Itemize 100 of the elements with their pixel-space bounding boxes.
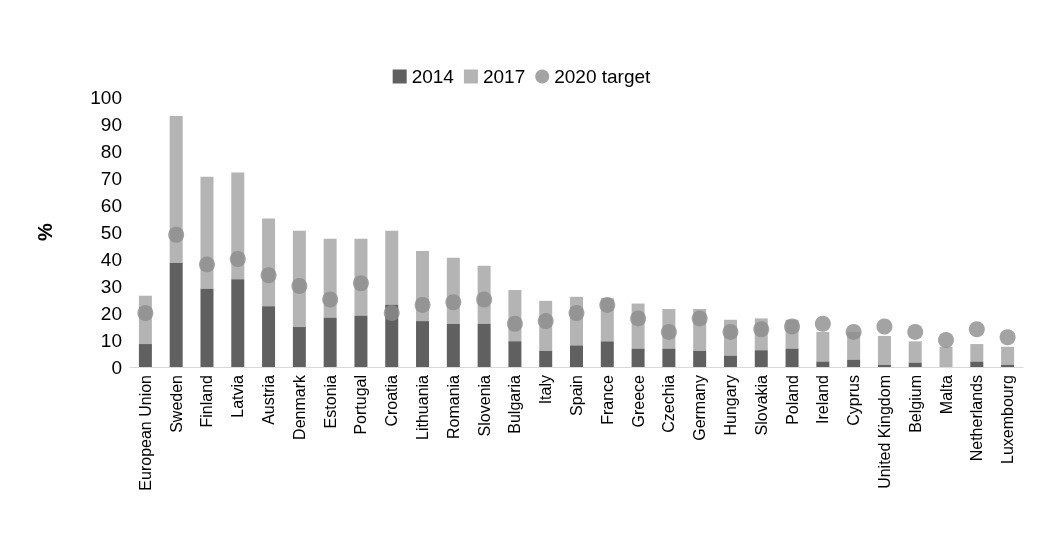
x-tick-label: Romania — [444, 374, 462, 440]
x-tick-label: Sweden — [167, 375, 185, 433]
x-tick-label: Portugal — [352, 375, 370, 435]
point — [414, 296, 431, 313]
bar — [446, 323, 460, 367]
bar — [169, 115, 183, 264]
bar — [416, 321, 430, 367]
x-tick-label: Netherlands — [968, 375, 986, 462]
x-tick-label: Luxembourg — [999, 375, 1017, 464]
x-tick-label: France — [598, 374, 616, 425]
legend-label: 2014 — [411, 66, 455, 87]
bar — [970, 361, 984, 367]
point — [630, 310, 647, 327]
y-axis-title: % — [34, 222, 56, 241]
point — [907, 323, 924, 340]
x-tick-label: Italy — [537, 375, 555, 405]
point — [137, 305, 154, 321]
x-tick-label: Austria — [260, 374, 278, 425]
x-tick-label: United Kingdom — [875, 375, 893, 489]
point — [814, 315, 831, 332]
point — [845, 323, 862, 340]
point — [445, 294, 462, 311]
y-tick-label: 40 — [100, 248, 122, 270]
bar — [816, 331, 830, 362]
legend-label: 2020 target — [554, 66, 652, 87]
legend-label: 2017 — [482, 66, 526, 87]
y-tick-label: 30 — [100, 275, 122, 297]
bar — [785, 348, 799, 367]
y-tick-label: 60 — [100, 194, 122, 216]
bar — [570, 345, 583, 367]
x-tick-label: Latvia — [229, 374, 247, 418]
point — [199, 256, 215, 273]
x-tick-label: Estonia — [321, 374, 339, 429]
point — [260, 267, 277, 284]
x-tick-label: Ireland — [814, 375, 832, 424]
bar — [600, 341, 614, 367]
point — [660, 323, 677, 340]
x-tick-label: Malta — [937, 374, 955, 415]
bar — [693, 350, 707, 367]
bar — [539, 350, 553, 367]
bar — [292, 327, 306, 367]
point — [291, 278, 308, 294]
point — [476, 291, 493, 308]
point — [599, 296, 616, 313]
point — [322, 291, 339, 308]
x-tick-label: Bulgaria — [506, 374, 524, 434]
bar — [1001, 364, 1015, 367]
bar — [1001, 346, 1015, 365]
bar — [908, 341, 922, 363]
x-tick-label: Cyprus — [845, 375, 863, 426]
y-tick-label: 70 — [100, 167, 122, 189]
bar — [200, 288, 214, 367]
point — [229, 251, 246, 267]
bar — [169, 263, 183, 367]
x-tick-label: European Union — [136, 375, 154, 491]
x-tick-label: Denmark — [290, 374, 308, 440]
bar — [508, 341, 522, 367]
bar — [354, 315, 368, 367]
point — [784, 318, 801, 335]
point — [999, 329, 1016, 346]
x-tick-label: Finland — [198, 375, 216, 428]
bar — [847, 359, 861, 367]
y-tick-label: 90 — [100, 113, 122, 135]
bar — [662, 348, 676, 367]
bar — [323, 317, 337, 367]
point — [938, 332, 955, 348]
point — [753, 321, 770, 338]
x-tick-label: Slovakia — [752, 374, 770, 436]
point — [722, 323, 739, 340]
point — [352, 275, 369, 292]
x-tick-label: Germany — [691, 375, 709, 441]
x-tick-label: Greece — [629, 374, 647, 428]
y-tick-label: 0 — [111, 356, 122, 378]
bar — [877, 364, 891, 367]
x-tick-label: Poland — [783, 375, 801, 425]
bar — [723, 355, 737, 367]
bar — [138, 344, 152, 367]
x-tick-label: Belgium — [906, 375, 924, 433]
point — [506, 315, 523, 332]
point — [876, 318, 893, 335]
point — [568, 305, 585, 321]
bar — [631, 348, 645, 367]
bar — [877, 335, 891, 365]
bar — [939, 346, 953, 367]
x-tick-label: Czechia — [660, 374, 678, 433]
bar — [385, 230, 399, 305]
bar — [477, 323, 491, 367]
y-tick-label: 100 — [90, 86, 122, 108]
bar — [262, 306, 276, 367]
point — [537, 313, 554, 330]
bar — [908, 362, 922, 367]
x-tick-label: Croatia — [383, 374, 401, 427]
y-tick-label: 20 — [100, 302, 122, 324]
x-tick-label: Lithuania — [414, 374, 432, 440]
point — [691, 310, 708, 327]
bar — [816, 361, 830, 367]
point — [383, 305, 400, 321]
y-tick-label: 80 — [100, 140, 122, 162]
bar — [231, 279, 245, 367]
point — [968, 321, 985, 338]
